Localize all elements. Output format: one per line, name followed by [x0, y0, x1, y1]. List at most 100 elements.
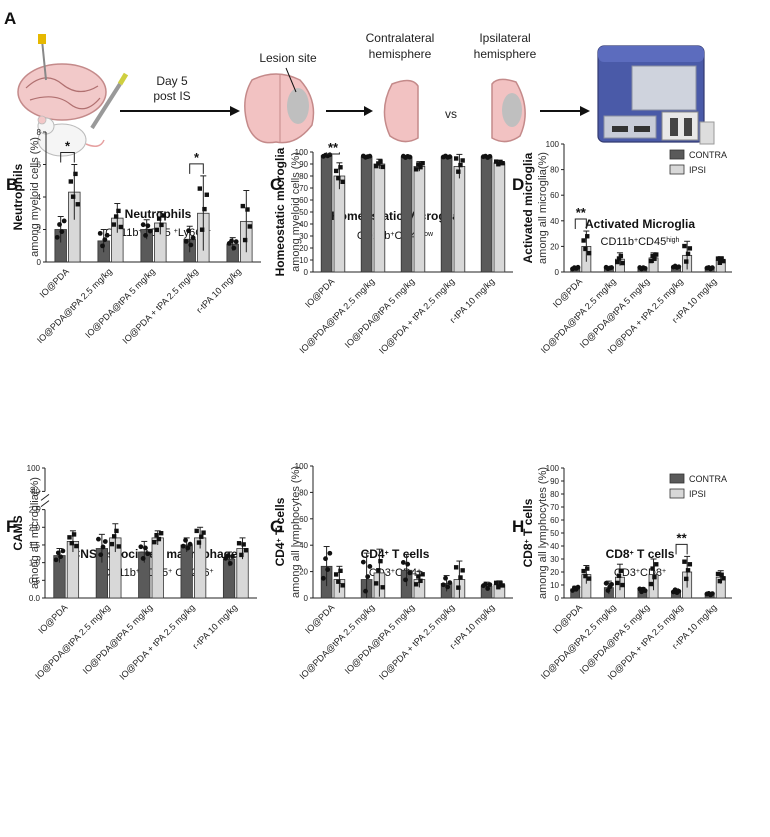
x-tick-label: IO@PDA@tPA 2.5 mg/kg [35, 266, 114, 345]
data-point [447, 154, 453, 160]
panel-letter-c: C [270, 175, 282, 194]
y-tick-label: 60 [299, 196, 308, 205]
data-point [231, 245, 237, 251]
data-point [116, 544, 121, 549]
significance-bracket [675, 543, 688, 555]
day-label-2: post IS [153, 89, 190, 103]
data-point [57, 222, 62, 227]
data-point [73, 171, 78, 177]
data-point [458, 162, 463, 168]
legend-label-contra: CONTRA [689, 150, 727, 160]
chart-title-part: + [630, 550, 634, 557]
data-point [145, 223, 151, 229]
mouse-icon [37, 115, 105, 157]
x-tick-label: IO@PDA@tPA 2.5 mg/kg [297, 276, 376, 355]
y-tick-label: 4 [37, 193, 42, 202]
data-point [583, 573, 588, 579]
y-tick-label: 40 [299, 541, 308, 550]
data-point [407, 570, 413, 576]
y-axis-sublabel: among myeloid cells (%) [290, 152, 302, 272]
mouse-brain-icon [17, 34, 107, 121]
chart-title-part: CD8 [606, 547, 630, 561]
y-tick-label: 60 [299, 515, 308, 524]
data-point [245, 207, 250, 212]
lesion-label: Lesion site [259, 51, 317, 65]
data-point [242, 237, 248, 243]
y-tick-label: 100 [295, 462, 309, 471]
chart-title: Neutrophils [125, 207, 192, 221]
data-point [500, 160, 505, 166]
data-point [183, 537, 188, 543]
chart-subtitle-part: high [666, 237, 679, 244]
data-point [229, 238, 234, 244]
data-point [378, 159, 383, 164]
data-point [603, 580, 609, 586]
significance-bracket [189, 163, 204, 174]
data-point [116, 208, 121, 214]
data-point [239, 552, 244, 558]
data-point [447, 580, 453, 586]
chart-subtitle-part: CD45 [638, 236, 666, 248]
panel-d-chart: D Activated Microglia CD11b+CD45high Activa… [512, 140, 732, 356]
y-tick-label: 0 [555, 268, 560, 277]
data-point [54, 234, 60, 240]
data-point [456, 169, 461, 174]
y-axis-sublabel: among myeloid cells (%) [29, 137, 41, 257]
y-axis-sublabel: among all microglia(%) [537, 152, 549, 264]
x-tick-label: IO@PDA [303, 602, 336, 635]
data-point [493, 159, 499, 164]
data-point [715, 256, 721, 261]
data-point [336, 579, 341, 584]
data-point [654, 252, 659, 257]
data-point [400, 560, 406, 565]
y-tick-label: 50 [299, 208, 308, 217]
data-point [620, 582, 625, 588]
data-point [373, 163, 379, 169]
bar-ipsi [413, 165, 426, 273]
y-tick-label: 1.0 [29, 559, 41, 568]
y-tick-label: 8 [37, 128, 42, 137]
vs-label: vs [445, 107, 457, 121]
chart-subtitle-part: + [174, 228, 178, 235]
data-point [201, 530, 206, 535]
data-point [367, 153, 373, 159]
significance-label: * [194, 150, 200, 165]
data-point [320, 575, 326, 581]
data-point [709, 591, 715, 596]
y-tick-label: 0 [304, 268, 309, 277]
data-point [586, 576, 592, 581]
y-tick-label: 100 [546, 464, 560, 473]
chart-title-part: + [385, 550, 389, 557]
significance-label: * [65, 139, 71, 154]
data-point [405, 561, 411, 567]
x-tick-label: IO@PDA@tPA 2.5 mg/kg [297, 602, 376, 681]
data-point [197, 186, 203, 191]
bar-ipsi [373, 163, 386, 273]
data-point [642, 265, 648, 271]
bar-ipsi [493, 162, 506, 273]
y-axis-label-part: CD8 [521, 543, 535, 567]
data-point [403, 577, 408, 583]
y-axis-label-part: + [524, 539, 531, 543]
data-point [363, 588, 368, 594]
data-point [71, 532, 77, 537]
data-point [143, 232, 148, 238]
data-point [156, 536, 162, 542]
data-point [500, 583, 505, 588]
y-tick-label: 40 [550, 217, 559, 226]
y-tick-label: 60 [550, 516, 559, 525]
data-point [98, 552, 104, 558]
ipsi-hemisphere-icon [491, 78, 526, 143]
y-tick-label: 30 [299, 232, 308, 241]
data-point [188, 242, 194, 248]
x-tick-label: IO@PDA@tPA 5 mg/kg [343, 276, 417, 350]
significance-bracket [326, 152, 340, 155]
data-point [416, 162, 421, 167]
data-point [453, 156, 459, 161]
bar-ipsi [453, 165, 466, 273]
data-point [180, 543, 186, 549]
x-tick-label: IO@PDA@tPA 5 mg/kg [81, 602, 155, 676]
y-tick-label: 40 [550, 542, 559, 551]
syringe-icon [90, 72, 129, 130]
